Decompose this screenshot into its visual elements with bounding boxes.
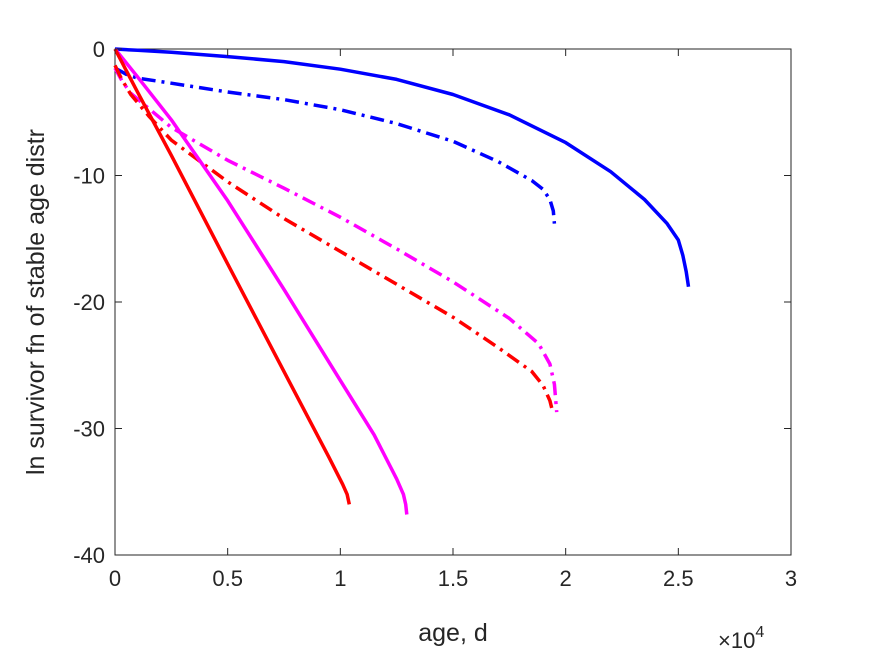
y-tick-label: -30 — [73, 417, 105, 442]
y-tick-label: 0 — [93, 37, 105, 62]
x-axis-multiplier: ×104 — [718, 624, 764, 653]
y-tick-label: -10 — [73, 164, 105, 189]
series-line-2 — [114, 66, 557, 224]
x-axis-multiplier-base: ×10 — [718, 628, 755, 653]
y-tick-label: -40 — [73, 543, 105, 568]
x-tick-label: 0 — [109, 566, 121, 591]
series-line-3 — [113, 67, 559, 413]
x-tick-label: 2 — [560, 566, 572, 591]
x-axis-title: age, d — [418, 619, 488, 647]
series-line-5 — [113, 47, 409, 515]
series-line-1 — [114, 47, 691, 288]
ticks-layer — [114, 48, 792, 556]
series-line-6 — [113, 48, 352, 505]
y-tick-label: -20 — [73, 290, 105, 315]
x-axis-multiplier-exponent: 4 — [755, 624, 764, 641]
labels-layer: 0 0.5 1 1.5 2 2.5 3 -40 -30 -20 -10 0 — [73, 37, 797, 591]
plot-area — [114, 48, 792, 556]
x-tick-label: 0.5 — [212, 566, 243, 591]
x-tick-label: 1.5 — [438, 566, 469, 591]
x-tick-label: 1 — [334, 566, 346, 591]
series-layer — [113, 47, 691, 515]
x-tick-label: 2.5 — [663, 566, 694, 591]
x-tick-label: 3 — [785, 566, 797, 591]
series-line-4 — [113, 64, 554, 410]
y-axis-title: ln survivor fn of stable age distr — [22, 129, 50, 475]
